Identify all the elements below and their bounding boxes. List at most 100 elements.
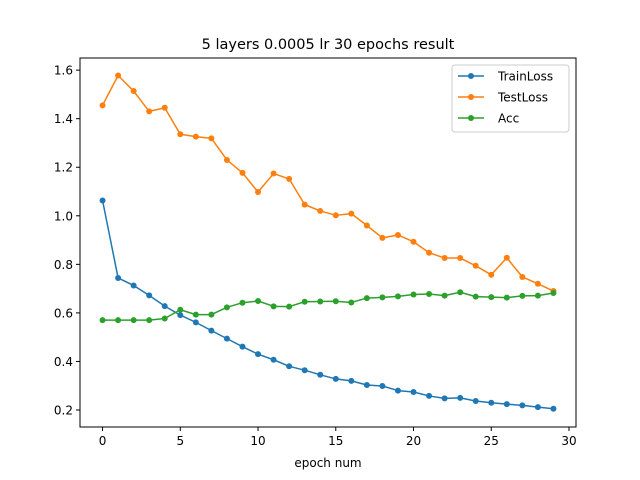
data-point-trainloss (192, 319, 199, 326)
data-point-acc (115, 317, 122, 324)
data-point-testloss (472, 262, 479, 269)
series-line-trainloss (101, 200, 554, 410)
data-point-testloss (239, 169, 246, 176)
data-point-acc (192, 311, 199, 318)
data-point-testloss (223, 156, 230, 163)
data-point-acc (363, 295, 370, 302)
data-point-acc (519, 292, 526, 299)
data-point-acc (488, 294, 495, 301)
x-tick-label: 30 (561, 434, 576, 448)
data-point-acc (348, 299, 355, 306)
x-tick-label: 20 (406, 434, 421, 448)
y-tick-label: 1.6 (54, 64, 73, 78)
data-point-trainloss (270, 356, 277, 363)
data-point-testloss (177, 131, 184, 138)
y-axis: 0.2 0.4 0.6 0.8 1.0 1.2 1.4 1.6 (54, 64, 80, 418)
y-tick-label: 1.0 (54, 209, 73, 223)
legend-marker-trainloss (468, 73, 474, 79)
data-point-trainloss (363, 382, 370, 389)
series-layer (99, 72, 557, 412)
data-point-testloss (286, 175, 293, 182)
data-point-acc (394, 293, 401, 300)
data-point-acc (317, 298, 324, 305)
data-point-trainloss (379, 382, 386, 389)
data-point-acc (177, 306, 184, 313)
y-tick-label: 0.4 (54, 355, 73, 369)
legend-marker-testloss (468, 94, 474, 100)
data-point-acc (550, 289, 557, 296)
data-point-testloss (363, 222, 370, 229)
y-tick-label: 0.2 (54, 404, 73, 418)
data-point-testloss (519, 273, 526, 280)
data-point-testloss (457, 255, 464, 262)
data-point-testloss (301, 201, 308, 208)
data-point-testloss (115, 72, 122, 79)
data-point-testloss (161, 104, 168, 111)
y-tick-label: 1.4 (54, 112, 73, 126)
data-point-testloss (534, 280, 541, 287)
data-point-trainloss (472, 398, 479, 405)
data-point-testloss (379, 234, 386, 241)
data-point-testloss (255, 189, 262, 196)
data-point-trainloss (550, 405, 557, 412)
data-point-testloss (426, 249, 433, 256)
data-point-trainloss (115, 274, 122, 281)
plot-area-frame (79, 57, 577, 428)
data-point-trainloss (426, 392, 433, 399)
data-point-acc (270, 303, 277, 310)
data-point-acc (503, 294, 510, 301)
data-point-acc (332, 298, 339, 305)
data-point-testloss (192, 133, 199, 140)
legend-box (451, 64, 570, 133)
data-point-acc (441, 292, 448, 299)
data-point-trainloss (208, 327, 215, 334)
data-point-trainloss (394, 387, 401, 394)
data-point-trainloss (255, 351, 262, 358)
data-point-trainloss (410, 389, 417, 396)
data-point-trainloss (301, 367, 308, 374)
data-point-testloss (410, 238, 417, 245)
y-tick-label: 0.8 (54, 258, 73, 272)
x-axis-label: epoch num (294, 456, 361, 470)
data-point-acc (161, 315, 168, 322)
data-point-acc (472, 293, 479, 300)
data-point-trainloss (223, 335, 230, 342)
legend: TrainLoss TestLoss Acc (451, 64, 570, 133)
x-tick-label: 10 (250, 434, 265, 448)
data-point-acc (301, 298, 308, 305)
data-point-testloss (503, 254, 510, 261)
y-tick-label: 0.6 (54, 306, 73, 320)
data-point-testloss (146, 108, 153, 115)
data-point-trainloss (441, 395, 448, 402)
data-point-acc (534, 292, 541, 299)
x-axis: 0 5 10 15 20 25 30 (99, 427, 577, 448)
data-point-testloss (394, 231, 401, 238)
data-point-trainloss (239, 343, 246, 350)
data-point-testloss (99, 102, 106, 109)
data-point-trainloss (332, 375, 339, 382)
series-line-acc (102, 291, 554, 321)
data-point-testloss (332, 212, 339, 219)
data-point-trainloss (534, 404, 541, 411)
data-point-trainloss (519, 402, 526, 409)
data-point-acc (146, 317, 153, 324)
x-tick-label: 15 (328, 434, 343, 448)
data-point-acc (426, 290, 433, 297)
data-point-testloss (270, 170, 277, 177)
data-point-acc (410, 291, 417, 298)
y-tick-label: 1.2 (54, 161, 73, 175)
data-point-acc (223, 304, 230, 311)
data-point-trainloss (177, 312, 184, 319)
data-point-acc (255, 298, 262, 305)
chart-title: 5 layers 0.0005 lr 30 epochs result (202, 37, 455, 53)
data-point-trainloss (348, 377, 355, 384)
data-point-acc (130, 317, 137, 324)
x-tick-label: 0 (99, 434, 107, 448)
x-tick-label: 25 (484, 434, 499, 448)
data-point-trainloss (503, 401, 510, 408)
data-point-acc (239, 299, 246, 306)
data-point-acc (99, 317, 106, 324)
data-point-trainloss (488, 399, 495, 406)
data-point-testloss (317, 207, 324, 214)
